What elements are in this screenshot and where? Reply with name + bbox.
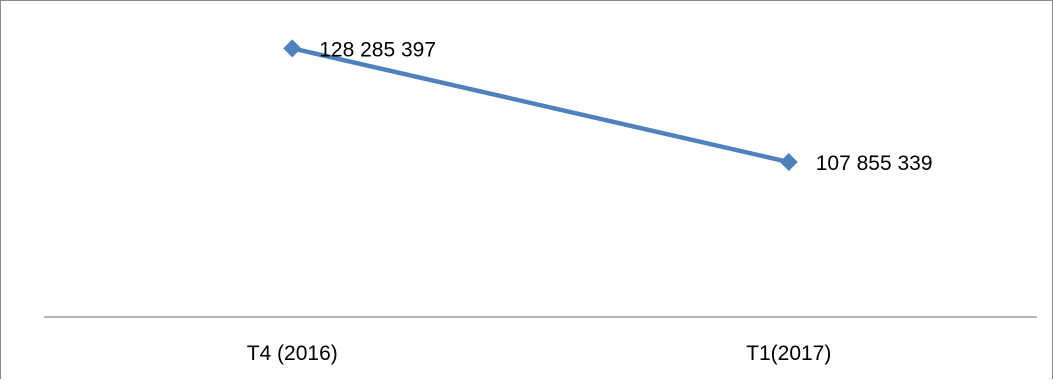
data-point-marker <box>283 39 302 58</box>
x-tick-label: T1(2017) <box>746 342 831 365</box>
data-label: 107 855 339 <box>816 152 933 175</box>
data-label: 128 285 397 <box>319 38 436 61</box>
data-point-marker <box>779 153 798 172</box>
series-layer <box>283 39 798 172</box>
label-layer: T4 (2016) T1(2017) 128 285 397 107 855 339 <box>247 38 933 365</box>
series-line <box>291 46 790 165</box>
x-tick-label: T4 (2016) <box>247 342 338 365</box>
